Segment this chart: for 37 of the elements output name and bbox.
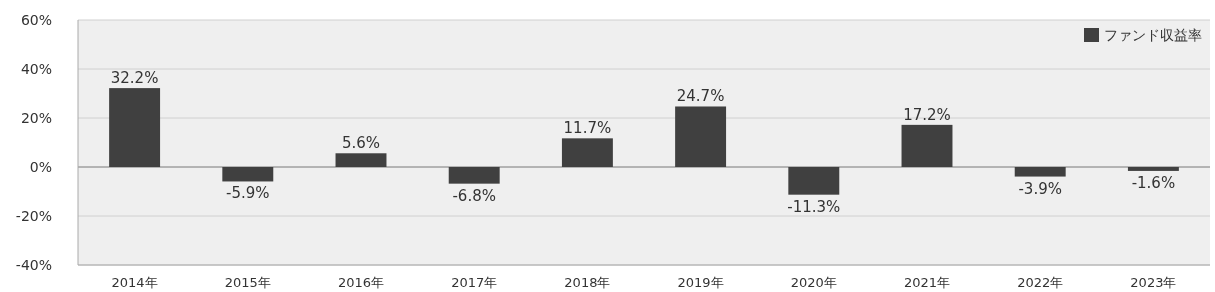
x-tick-label: 2019年 (677, 275, 724, 290)
bar (1127, 167, 1179, 171)
data-label: 32.2% (110, 69, 159, 88)
x-tick-label: 2015年 (224, 275, 271, 290)
data-label: 17.2% (903, 105, 951, 124)
data-label: -3.9% (1018, 179, 1062, 198)
bar (448, 167, 500, 184)
bar (901, 124, 953, 167)
legend-label: ファンド収益率 (1104, 27, 1202, 43)
y-tick-label: 20% (20, 110, 52, 126)
x-tick-label: 2016年 (337, 275, 385, 290)
y-tick-label: 0% (29, 159, 52, 175)
data-label: 5.6% (341, 134, 381, 153)
y-tick-label: -40% (15, 257, 52, 273)
bar (1014, 167, 1066, 177)
bar (222, 167, 274, 182)
data-label: -1.6% (1131, 173, 1176, 192)
bar (561, 138, 613, 167)
bar (109, 88, 161, 167)
x-tick-label: 2017年 (451, 275, 498, 290)
data-label: 24.7% (676, 87, 725, 106)
bar (788, 167, 840, 195)
x-tick-label: 2023年 (1130, 275, 1177, 290)
data-label: -11.3% (787, 197, 841, 216)
y-tick-label: 40% (20, 61, 52, 77)
bar (675, 106, 727, 167)
x-tick-label: 2020年 (790, 275, 837, 290)
y-tick-label: 60% (20, 12, 52, 28)
data-label: 11.7% (563, 119, 612, 138)
x-tick-label: 2014年 (111, 275, 158, 290)
x-tick-label: 2021年 (903, 275, 951, 290)
x-tick-label: 2018年 (564, 275, 611, 290)
x-tick-label: 2022年 (1017, 275, 1064, 290)
data-label: -5.9% (226, 184, 270, 203)
data-label: -6.8% (452, 186, 496, 205)
bar (335, 153, 387, 167)
y-tick-label: -20% (15, 208, 52, 224)
